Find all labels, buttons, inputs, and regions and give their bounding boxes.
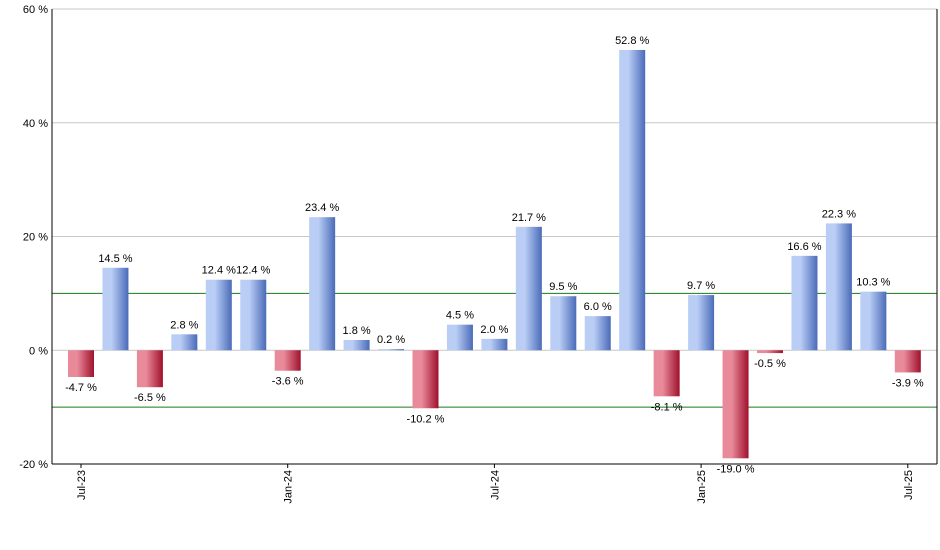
bar-value-label: -10.2 % bbox=[407, 413, 445, 425]
bar bbox=[240, 279, 267, 351]
bar bbox=[171, 334, 198, 351]
bar-value-label: -4.7 % bbox=[65, 382, 97, 394]
x-tick-label: Jul-24 bbox=[489, 470, 501, 500]
bar bbox=[412, 350, 439, 409]
bar bbox=[274, 350, 301, 371]
bar bbox=[825, 223, 852, 351]
y-tick-label: 40 % bbox=[23, 118, 48, 130]
bar-value-labels: -4.7 % 14.5 % -6.5 % 2.8 % 12.4 % 12.4 % -3.6 … bbox=[65, 35, 924, 475]
x-tick-labels: Jul-23 Jan-24 Jul-24 Jan-25 Jul-25 bbox=[76, 470, 915, 504]
bars bbox=[68, 49, 921, 459]
bar bbox=[757, 350, 783, 354]
gridlines bbox=[52, 8, 937, 465]
reference-lines bbox=[52, 292, 937, 408]
bar-value-label: 21.7 % bbox=[512, 212, 546, 224]
bar bbox=[309, 217, 336, 351]
bar bbox=[343, 340, 370, 351]
bar bbox=[584, 316, 611, 351]
bar-value-label: 1.8 % bbox=[343, 325, 371, 337]
bar bbox=[446, 324, 473, 351]
bar-value-label: 6.0 % bbox=[584, 301, 612, 313]
bar-value-label: 2.8 % bbox=[170, 319, 198, 331]
bar bbox=[136, 350, 163, 388]
bar-value-label: 0.2 % bbox=[377, 334, 405, 346]
bar-value-label: -0.5 % bbox=[754, 358, 786, 370]
bar bbox=[550, 296, 577, 351]
bar-value-label: -19.0 % bbox=[717, 463, 755, 475]
bar bbox=[515, 226, 542, 351]
bar-value-label: 52.8 % bbox=[615, 35, 649, 47]
bar bbox=[68, 350, 94, 377]
y-tick-label: 20 % bbox=[23, 232, 48, 244]
bar-value-label: -3.6 % bbox=[272, 376, 304, 388]
bar-value-label: -8.1 % bbox=[651, 401, 683, 413]
x-tick-label: Jan-25 bbox=[696, 470, 708, 504]
bar bbox=[378, 349, 405, 351]
x-tick-label: Jul-25 bbox=[903, 470, 915, 500]
y-tick-label: -20 % bbox=[19, 459, 48, 471]
bar bbox=[894, 350, 921, 373]
bar-value-label: 16.6 % bbox=[787, 241, 821, 253]
bar-value-label: 9.7 % bbox=[687, 280, 715, 292]
bar-value-label: 9.5 % bbox=[549, 281, 577, 293]
bar bbox=[102, 267, 129, 351]
bar-value-label: 23.4 % bbox=[305, 202, 339, 214]
y-tick-label: 60 % bbox=[23, 4, 48, 16]
x-tick-label: Jul-23 bbox=[76, 470, 88, 500]
bar-value-label: 12.4 % bbox=[202, 265, 236, 277]
bar bbox=[481, 338, 508, 351]
bar-value-label: 10.3 % bbox=[856, 277, 890, 289]
bar bbox=[722, 350, 749, 459]
bar-value-label: 2.0 % bbox=[480, 324, 508, 336]
bar bbox=[205, 279, 232, 351]
bar bbox=[619, 49, 646, 351]
bar-value-label: -6.5 % bbox=[134, 392, 166, 404]
axes bbox=[51, 9, 938, 468]
bar bbox=[791, 255, 818, 351]
x-tick-label: Jan-24 bbox=[283, 470, 295, 504]
bar bbox=[860, 291, 887, 351]
bar-value-label: 22.3 % bbox=[822, 208, 856, 220]
bar bbox=[688, 295, 715, 351]
y-tick-label: 0 % bbox=[29, 345, 48, 357]
bar-value-label: -3.9 % bbox=[892, 377, 924, 389]
bar-value-label: 14.5 % bbox=[98, 253, 132, 265]
bar-value-label: 12.4 % bbox=[236, 265, 270, 277]
bar-value-label: 4.5 % bbox=[446, 310, 474, 322]
bar bbox=[653, 350, 680, 397]
y-tick-labels: -20 % 0 % 20 % 40 % 60 % bbox=[19, 4, 48, 471]
